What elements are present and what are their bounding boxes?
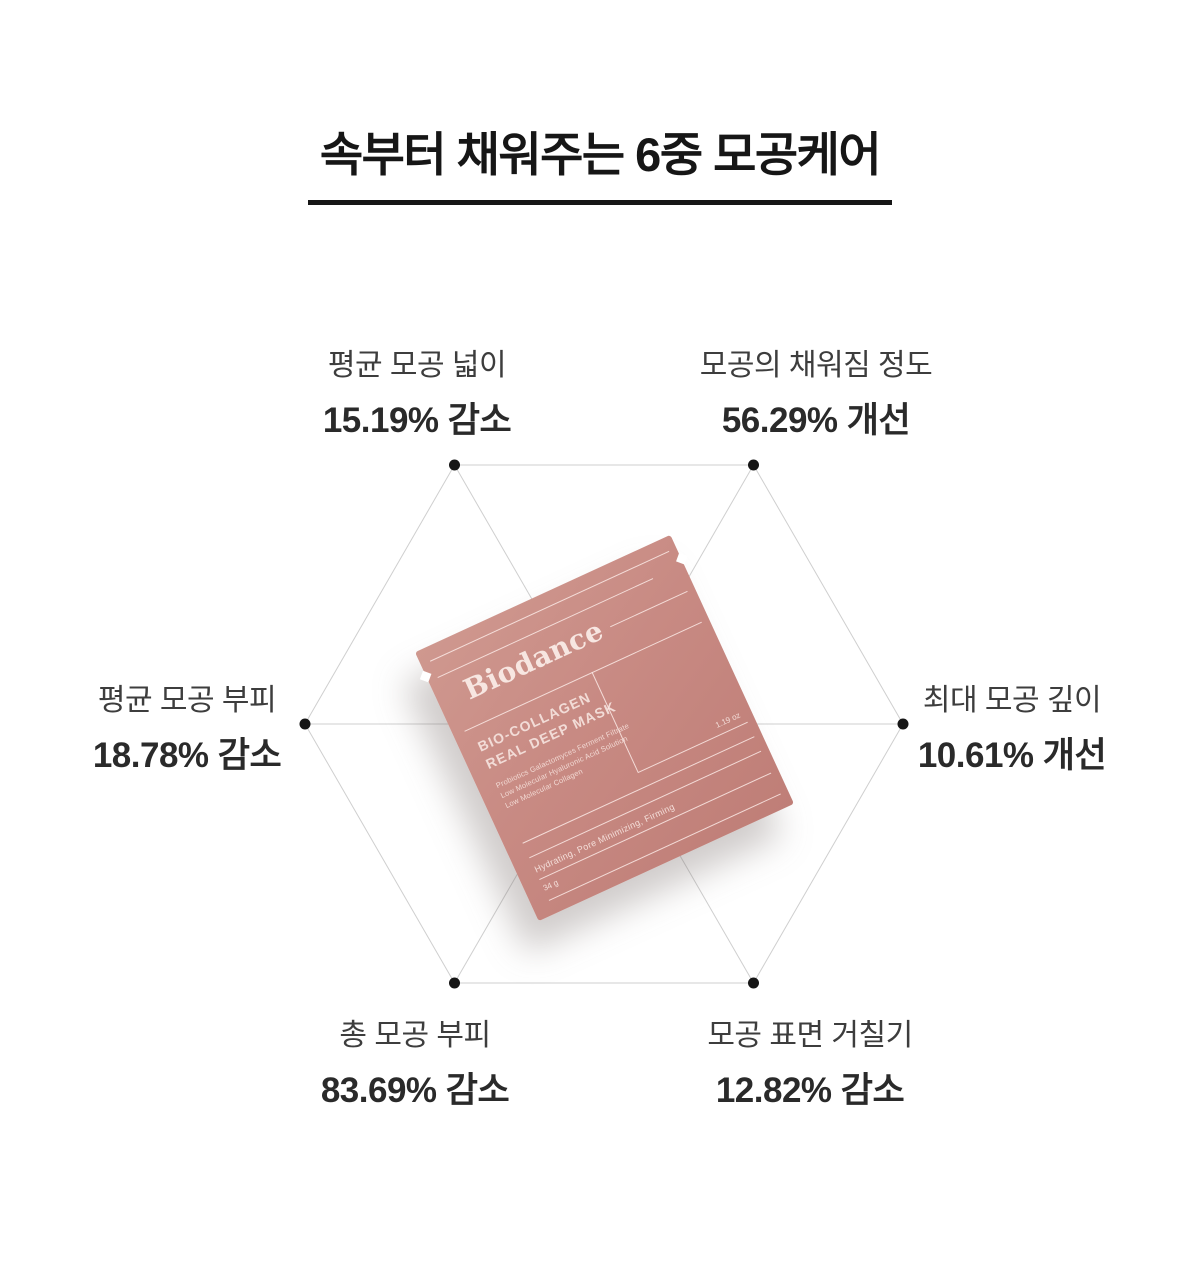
metric-label: 총 모공 부피	[339, 1019, 491, 1052]
metric-bottom-right: 모공 표면 거칠기 12.82% 감소	[707, 1018, 913, 1113]
metric-value: 83.69% 감소	[320, 1071, 510, 1110]
metric-top-right: 모공의 채워짐 정도 56.29% 개선	[699, 348, 933, 443]
vertex-dot	[449, 977, 460, 989]
metric-left: 평균 모공 부피 18.78% 감소	[92, 683, 282, 778]
metric-value: 56.29% 개선	[721, 401, 911, 440]
metric-value: 10.61% 개선	[917, 736, 1107, 775]
metric-label: 평균 모공 넓이	[327, 349, 507, 382]
metric-label: 모공 표면 거칠기	[707, 1019, 913, 1052]
vertex-dot	[299, 718, 311, 730]
metric-value: 12.82% 감소	[715, 1071, 905, 1110]
metric-value: 18.78% 감소	[92, 736, 282, 775]
vertex-dot	[449, 459, 460, 471]
net-weight: 34 g	[541, 878, 560, 893]
metric-value: 15.19% 감소	[322, 401, 512, 440]
title-text: 속부터 채워주는 6중 모공케어	[307, 116, 893, 205]
vertex-dot	[748, 977, 759, 989]
metric-bottom-left: 총 모공 부피 83.69% 감소	[320, 1018, 510, 1113]
benefit-claims: Hydrating, Pore Minimizing, Firming	[532, 801, 677, 875]
metric-right: 최대 모공 깊이 10.61% 개선	[917, 683, 1107, 778]
metric-label: 평균 모공 부피	[97, 684, 277, 717]
vertex-dot	[748, 459, 759, 471]
page-title: 속부터 채워주는 6중 모공케어	[0, 116, 1200, 205]
metric-label: 최대 모공 깊이	[922, 684, 1102, 717]
metric-label: 모공의 채워짐 정도	[699, 349, 933, 382]
vertex-dot	[897, 718, 909, 730]
metric-top-left: 평균 모공 넓이 15.19% 감소	[322, 348, 512, 443]
